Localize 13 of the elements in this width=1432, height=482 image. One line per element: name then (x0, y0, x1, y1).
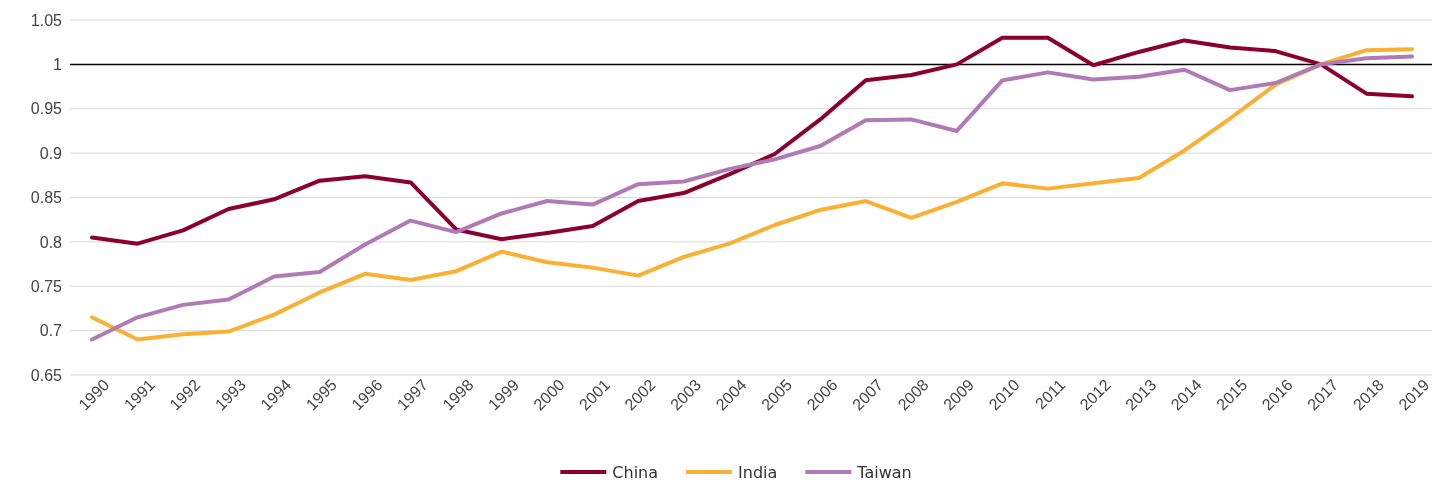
y-tick-label: 0.7 (39, 322, 63, 340)
y-tick-label: 0.75 (30, 277, 63, 295)
legend-label: Taiwan (856, 463, 912, 482)
y-tick-label: 0.9 (39, 144, 63, 162)
y-tick-label: 0.95 (30, 100, 63, 118)
legend-label: India (738, 463, 778, 482)
y-tick-label: 0.65 (30, 366, 63, 384)
y-tick-label: 1.05 (30, 11, 63, 29)
y-tick-label: 0.8 (39, 233, 63, 251)
y-tick-label: 0.85 (30, 189, 63, 207)
line-series (90, 35, 1414, 246)
legend-label: China (612, 463, 659, 482)
y-tick-label: 1 (53, 55, 63, 73)
